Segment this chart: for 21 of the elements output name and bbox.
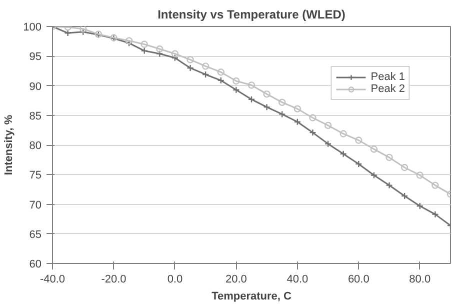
y-tick-label: 80 (29, 140, 42, 152)
y-tick-label: 90 (29, 80, 42, 93)
x-tick-label: -40.0 (40, 274, 66, 286)
y-tick-label: 85 (29, 110, 42, 122)
y-tick-label: 65 (29, 228, 42, 241)
legend-label: Peak 1 (370, 71, 405, 83)
chart-title: Intensity vs Temperature (WLED) (158, 8, 346, 22)
x-axis-title: Temperature, C (212, 290, 292, 302)
x-tick-label: 80.0 (409, 274, 431, 286)
x-tick-label: 20.0 (225, 274, 247, 286)
y-tick-label: 75 (29, 170, 42, 182)
y-tick-label: 60 (29, 258, 42, 270)
y-axis-title: Intensity, % (3, 114, 16, 176)
x-tick-label: -20.0 (101, 274, 126, 286)
y-tick-label: 70 (29, 199, 42, 212)
legend-label: Peak 2 (370, 83, 405, 95)
x-tick-label: 60.0 (348, 274, 370, 286)
x-tick-label: 40.0 (286, 274, 308, 286)
y-tick-label: 95 (29, 51, 42, 64)
x-tick-label: 0.0 (167, 274, 183, 286)
y-tick-label: 100 (23, 22, 42, 34)
